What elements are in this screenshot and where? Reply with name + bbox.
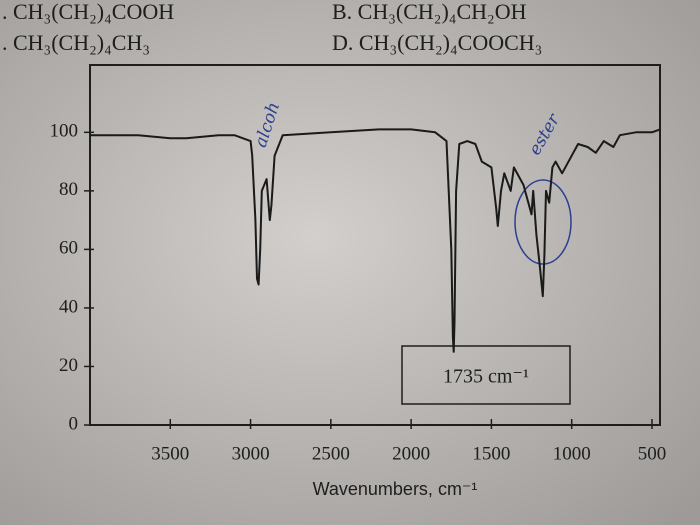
x-axis-label: Wavenumbers, cm⁻¹ [313, 479, 478, 499]
option: . CH₃(CH₂)₄CH₃ [2, 30, 150, 55]
x-tick-label: 2000 [392, 443, 430, 464]
hand-circle [514, 179, 572, 265]
x-tick-label: 500 [638, 443, 667, 464]
spectrum-line [90, 128, 661, 353]
y-tick-label: 0 [69, 413, 79, 434]
x-tick-label: 3000 [232, 443, 270, 464]
plot-frame [89, 64, 661, 426]
option: B. CH₃(CH₂)₄CH₂OH [332, 0, 527, 24]
y-tick-label: 20 [59, 355, 78, 376]
option: . CH₃(CH₂)₄COOH [2, 0, 174, 24]
y-tick-label: 60 [59, 238, 78, 259]
x-tick-label: 2500 [312, 443, 350, 464]
x-tick-label: 3500 [151, 443, 189, 464]
x-tick-label: 1500 [472, 443, 510, 464]
x-tick-label: 1000 [553, 443, 591, 464]
y-tick-label: 80 [59, 179, 78, 200]
option: D. CH₃(CH₂)₄COOCH₃ [332, 30, 542, 55]
y-tick-label: 100 [50, 121, 79, 142]
annotation: 1735 cm⁻¹ [443, 366, 529, 388]
annotation-box [401, 345, 571, 405]
y-tick-label: 40 [59, 296, 78, 317]
